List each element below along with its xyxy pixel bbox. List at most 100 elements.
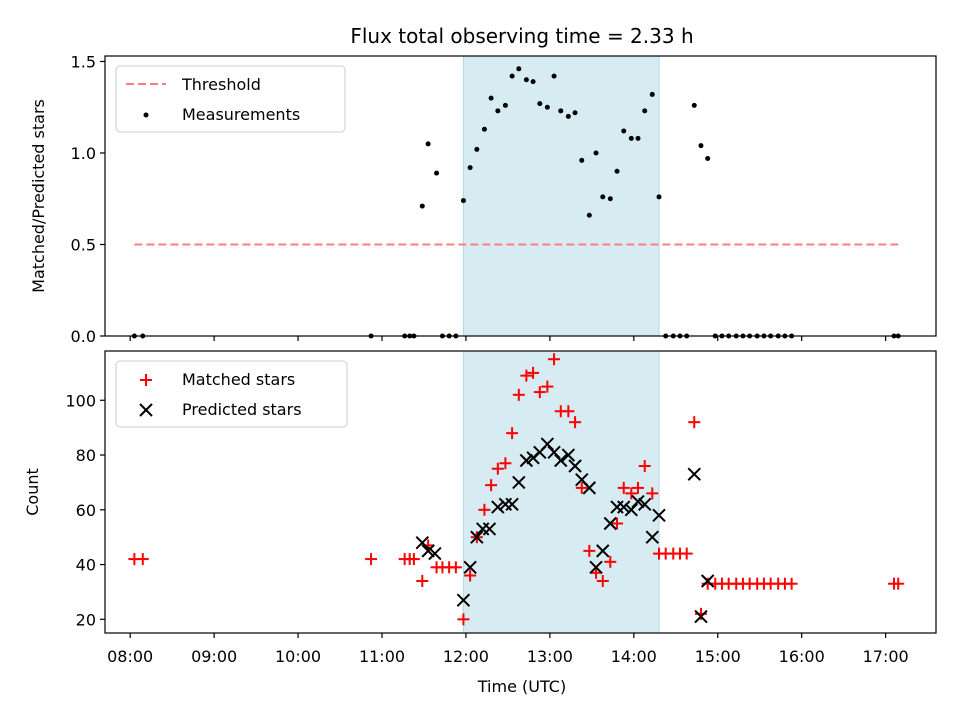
predicted-star-point bbox=[617, 500, 631, 514]
legend-matched-swatch bbox=[140, 374, 152, 386]
measurement-point bbox=[467, 165, 473, 171]
matched-star-point bbox=[449, 561, 462, 574]
predicted-star-point bbox=[638, 497, 652, 512]
top-legend-box bbox=[115, 65, 346, 133]
measurement-point bbox=[691, 102, 697, 108]
predicted-star-point bbox=[645, 530, 659, 544]
measurement-point bbox=[642, 108, 648, 114]
measurement-point bbox=[586, 212, 592, 218]
measurement-point bbox=[481, 126, 487, 132]
x-tick-label: 15:00 bbox=[695, 647, 741, 666]
legend-matched-label: Matched stars bbox=[182, 370, 295, 389]
measurement-point bbox=[488, 95, 494, 101]
bottom-y-tick-label: 20 bbox=[76, 610, 96, 629]
legend-predicted-label: Predicted stars bbox=[182, 400, 302, 419]
measurement-point bbox=[495, 108, 501, 114]
measurement-point bbox=[635, 135, 641, 141]
predicted-star-point bbox=[694, 609, 708, 624]
bottom-y-tick-label: 100 bbox=[65, 391, 96, 410]
predicted-stars-points bbox=[415, 437, 715, 624]
predicted-star-point bbox=[428, 546, 442, 561]
x-tick-label: 11:00 bbox=[359, 647, 405, 666]
matched-star-point bbox=[533, 386, 546, 399]
predicted-star-point bbox=[470, 530, 484, 544]
matched-star-point bbox=[541, 380, 554, 393]
measurement-point bbox=[579, 157, 585, 163]
measurement-point bbox=[698, 143, 704, 149]
measurement-point bbox=[425, 141, 431, 147]
predicted-star-point bbox=[512, 475, 526, 490]
measurement-point bbox=[537, 101, 543, 107]
matched-star-point bbox=[569, 416, 582, 429]
matched-star-point bbox=[562, 405, 575, 418]
predicted-star-point bbox=[482, 522, 497, 536]
top-axis-ticks: 0.0 0.5 1.0 1.5 bbox=[71, 52, 887, 346]
x-axis-label: Time (UTC) bbox=[477, 677, 566, 696]
predicted-star-point bbox=[491, 500, 505, 514]
x-tick-label: 13:00 bbox=[527, 647, 573, 666]
top-y-tick-label: 0.0 bbox=[71, 327, 96, 346]
x-tick-label: 10:00 bbox=[275, 647, 321, 666]
x-tick-label: 08:00 bbox=[107, 647, 153, 666]
matched-star-point bbox=[365, 553, 378, 566]
matched-star-point bbox=[407, 553, 420, 566]
measurement-point bbox=[649, 91, 655, 97]
predicted-star-point bbox=[652, 508, 666, 522]
matched-star-point bbox=[548, 353, 561, 366]
legend-measurements-label: Measurements bbox=[182, 105, 300, 124]
bottom-shaded-span bbox=[462, 350, 660, 634]
top-shaded-span bbox=[462, 55, 660, 337]
top-panel: Flux total observing time = 2.33 h 0.00.… bbox=[29, 24, 937, 346]
bottom-axes-frame bbox=[104, 350, 937, 634]
matched-star-point bbox=[596, 574, 609, 587]
predicted-star-point bbox=[547, 445, 561, 460]
measurement-point bbox=[516, 66, 522, 72]
top-y-axis-label: Matched/Predicted stars bbox=[29, 99, 48, 293]
measurement-point bbox=[607, 196, 613, 202]
bottom-legend-box bbox=[115, 360, 348, 428]
x-tick-label: 12:00 bbox=[443, 647, 489, 666]
top-axes-frame bbox=[104, 55, 937, 337]
predicted-star-point bbox=[456, 593, 471, 607]
bottom-y-tick-label: 60 bbox=[76, 501, 96, 520]
matched-star-point bbox=[688, 416, 701, 429]
matched-star-point bbox=[632, 481, 645, 494]
matched-star-point bbox=[604, 555, 617, 568]
matched-star-point bbox=[638, 459, 651, 472]
matched-star-point bbox=[136, 553, 149, 566]
matched-star-point bbox=[512, 388, 525, 401]
predicted-star-point bbox=[596, 544, 610, 558]
measurement-point bbox=[558, 108, 564, 114]
matched-star-point bbox=[583, 544, 596, 557]
predicted-star-point bbox=[631, 494, 645, 509]
matched-star-point bbox=[590, 566, 603, 579]
measurement-point bbox=[600, 194, 606, 200]
predicted-star-point bbox=[624, 503, 639, 517]
matched-star-point bbox=[680, 547, 693, 560]
matched-star-point bbox=[611, 517, 624, 530]
matched-star-point bbox=[520, 369, 533, 382]
predicted-star-point bbox=[568, 459, 582, 473]
matched-star-point bbox=[785, 577, 798, 590]
x-tick-label: 17:00 bbox=[863, 647, 909, 666]
x-tick-label: 14:00 bbox=[611, 647, 657, 666]
legend-measurements-swatch bbox=[143, 112, 149, 118]
bottom-y-tick-label: 80 bbox=[76, 446, 96, 465]
measurement-point bbox=[656, 194, 662, 200]
bottom-legend: Matched stars Predicted stars bbox=[115, 360, 348, 428]
legend-predicted-swatch bbox=[139, 403, 153, 417]
top-y-tick-label: 1.5 bbox=[71, 52, 96, 71]
matched-star-point bbox=[527, 366, 540, 379]
predicted-star-point bbox=[519, 453, 534, 468]
measurement-point bbox=[523, 77, 529, 83]
measurement-point bbox=[502, 102, 508, 108]
matched-star-point bbox=[892, 577, 905, 590]
predicted-star-point bbox=[687, 467, 701, 481]
measurement-point bbox=[509, 73, 515, 79]
matched-star-point bbox=[457, 613, 470, 626]
measurement-point bbox=[434, 170, 440, 176]
measurement-point bbox=[530, 79, 536, 85]
measurement-point bbox=[460, 198, 466, 204]
matched-star-point bbox=[416, 574, 429, 587]
matched-star-point bbox=[575, 481, 588, 494]
